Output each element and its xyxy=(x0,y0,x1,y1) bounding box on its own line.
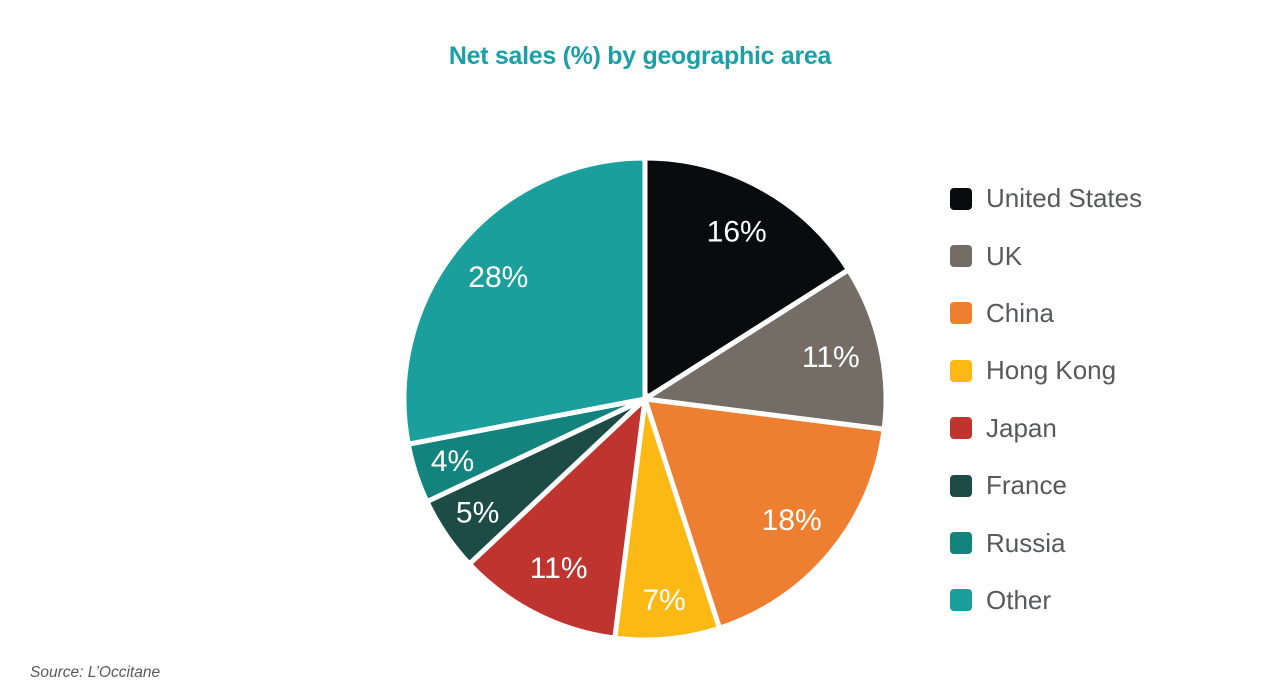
legend-swatch-japan xyxy=(950,417,972,440)
legend-swatch-russia xyxy=(950,532,972,555)
legend-item-hong-kong: Hong Kong xyxy=(950,342,1142,399)
legend-label-china: China xyxy=(986,297,1054,328)
legend-item-china: China xyxy=(950,285,1142,342)
pie-value-label-china: 18% xyxy=(762,504,822,537)
pie-value-label-france: 5% xyxy=(456,496,499,529)
legend-swatch-other xyxy=(950,589,972,612)
legend-item-uk: UK xyxy=(950,227,1142,284)
pie-slice-united-states xyxy=(642,155,852,404)
pie-chart: 16% 11% 18% 7% 11% 5% 4% 28% xyxy=(401,155,889,643)
legend-swatch-china xyxy=(950,302,972,325)
legend-label-uk: UK xyxy=(986,240,1023,271)
legend-item-other: Other xyxy=(950,572,1142,629)
chart-title: Net sales (%) by geographic area xyxy=(448,42,832,70)
legend-swatch-uk xyxy=(950,245,972,268)
legend-swatch-france xyxy=(950,474,972,497)
pie-value-label-japan: 11% xyxy=(530,552,588,585)
legend-label-russia: Russia xyxy=(986,527,1066,558)
pie-slice-other xyxy=(401,155,648,448)
legend-item-russia: Russia xyxy=(950,514,1142,571)
legend-label-hong-kong: Hong Kong xyxy=(986,355,1117,386)
legend-label-japan: Japan xyxy=(986,412,1057,443)
pie-value-label-uk: 11% xyxy=(802,341,860,374)
legend-swatch-united-states xyxy=(950,187,972,210)
pie-slice-japan xyxy=(465,392,649,641)
pie-value-label-united-states: 16% xyxy=(707,216,767,249)
legend-item-japan: Japan xyxy=(950,400,1142,457)
legend-swatch-hong-kong xyxy=(950,359,972,382)
pie-slice-uk xyxy=(637,266,889,433)
legend-label-france: France xyxy=(986,470,1067,501)
source-note: Source: L’Occitane xyxy=(30,664,161,681)
legend-label-other: Other xyxy=(986,584,1052,615)
pie-value-label-other: 28% xyxy=(468,261,528,294)
pie-slice-china xyxy=(641,396,887,632)
legend-label-united-states: United States xyxy=(986,183,1143,214)
pie-value-label-russia: 4% xyxy=(431,445,474,478)
legend-item-united-states: United States xyxy=(950,170,1142,227)
legend: United States UK China Hong Kong Japan France… xyxy=(950,170,1142,629)
legend-item-france: France xyxy=(950,457,1142,514)
pie-value-label-hong-kong: 7% xyxy=(642,584,685,617)
